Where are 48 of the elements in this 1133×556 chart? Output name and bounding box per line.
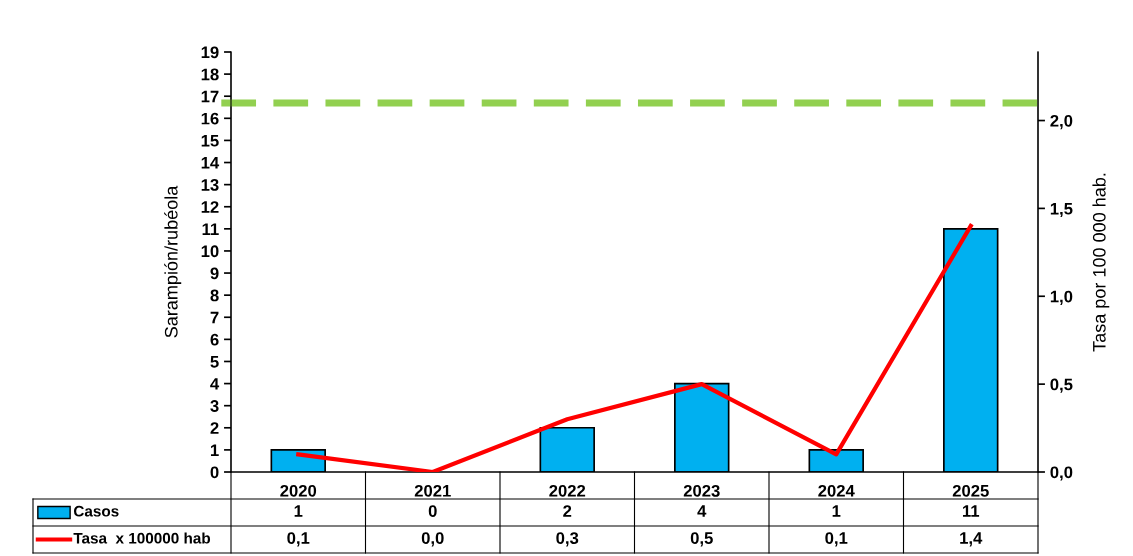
data-label: 0,0 bbox=[421, 532, 444, 547]
y-tick-label: 11 bbox=[202, 223, 219, 235]
data-label: 2 bbox=[563, 505, 572, 517]
data-label: 0,5 bbox=[690, 532, 713, 547]
y-tick-label: 8 bbox=[210, 289, 219, 302]
y-tick-label: 12 bbox=[201, 201, 219, 213]
y2-tick-label: 0,5 bbox=[1050, 378, 1073, 393]
data-label: 0,3 bbox=[556, 532, 579, 547]
y-tick-label: 17 bbox=[201, 90, 219, 103]
y2-tick-label: 1,0 bbox=[1050, 290, 1073, 305]
y2-tick-label: 1,5 bbox=[1050, 202, 1073, 218]
data-label: 1,4 bbox=[960, 532, 983, 547]
y-axis-title: Sarampión/rubéola bbox=[164, 185, 182, 338]
y-tick-label: 1 bbox=[210, 444, 219, 456]
data-label: 11 bbox=[962, 505, 980, 517]
data-label: 4 bbox=[697, 505, 707, 517]
x-tick-label: 2023 bbox=[683, 484, 720, 497]
y-tick-label: 15 bbox=[201, 134, 219, 147]
y-tick-label: 10 bbox=[201, 245, 219, 258]
y-tick-label: 5 bbox=[210, 356, 219, 368]
data-label: 1 bbox=[832, 505, 841, 517]
y-tick-label: 16 bbox=[201, 112, 219, 125]
legend-label: Tasa x 100000 hab bbox=[73, 532, 211, 544]
y2-tick-label: 0,0 bbox=[1050, 466, 1073, 481]
x-tick-label: 2020 bbox=[280, 484, 317, 497]
x-tick-label: 2021 bbox=[414, 484, 451, 497]
y-tick-label: 7 bbox=[210, 311, 219, 324]
y-tick-label: 0 bbox=[210, 466, 219, 479]
line-series bbox=[296, 223, 973, 472]
y-tick-label: 6 bbox=[210, 333, 219, 346]
data-label: 0,1 bbox=[825, 532, 848, 547]
legend-label: Casos bbox=[73, 505, 119, 517]
y2-tick-label: 2,0 bbox=[1050, 114, 1073, 130]
y-tick-label: 2 bbox=[210, 422, 219, 434]
y-tick-label: 9 bbox=[210, 267, 219, 280]
y-tick-label: 4 bbox=[210, 378, 220, 390]
y-tick-label: 19 bbox=[201, 46, 219, 59]
data-label: 1 bbox=[294, 505, 303, 517]
y-tick-label: 3 bbox=[210, 400, 219, 412]
x-tick-label: 2022 bbox=[549, 484, 586, 497]
y2-axis-title: Tasa por 100 000 hab. bbox=[1092, 173, 1110, 352]
y-tick-label: 14 bbox=[201, 157, 220, 169]
x-tick-label: 2025 bbox=[952, 484, 989, 497]
data-label: 0 bbox=[428, 505, 437, 517]
x-tick-label: 2024 bbox=[818, 484, 855, 497]
y-tick-label: 18 bbox=[201, 68, 219, 81]
data-label: 0,1 bbox=[287, 532, 310, 547]
y-tick-label: 13 bbox=[201, 179, 219, 191]
